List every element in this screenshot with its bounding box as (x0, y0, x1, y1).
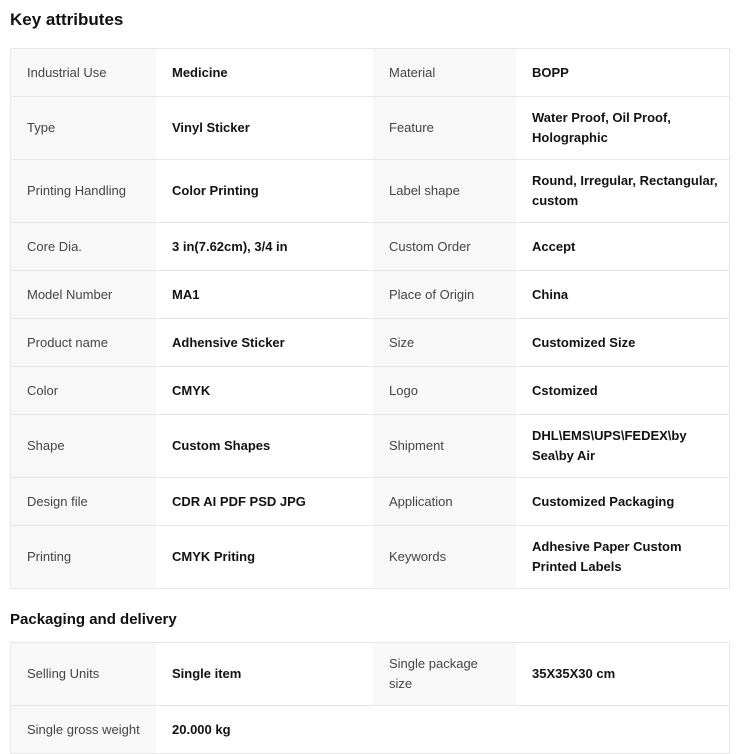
attr-label: Industrial Use (11, 49, 156, 96)
packaging-delivery-heading: Packaging and delivery (10, 611, 177, 628)
attr-value: Color Printing (156, 160, 373, 222)
attr-row: Printing Handling Color Printing Label s… (11, 159, 729, 222)
attr-value: Custom Shapes (156, 415, 373, 477)
attr-value: Medicine (156, 49, 373, 96)
attr-label: Single gross weight (11, 706, 156, 753)
attr-row: Printing CMYK Priting Keywords Adhesive … (11, 525, 729, 588)
attr-row: Model Number MA1 Place of Origin China (11, 270, 729, 318)
attr-value: 35X35X30 cm (516, 643, 729, 705)
attr-value: MA1 (156, 271, 373, 318)
attr-value: 20.000 kg (156, 706, 373, 753)
attr-value: 3 in(7.62cm), 3/4 in (156, 223, 373, 270)
attr-value: Round, Irregular, Rectangular, custom (516, 160, 729, 222)
attr-label: Design file (11, 478, 156, 525)
attr-row: Product name Adhensive Sticker Size Cust… (11, 318, 729, 366)
attr-label: Material (373, 49, 516, 96)
attr-value: Customized Size (516, 319, 729, 366)
attr-label: Model Number (11, 271, 156, 318)
attr-label: Custom Order (373, 223, 516, 270)
attr-label: Shape (11, 415, 156, 477)
attr-label: Logo (373, 367, 516, 414)
attr-row: Color CMYK Logo Cstomized (11, 366, 729, 414)
attr-row: Shape Custom Shapes Shipment DHL\EMS\UPS… (11, 414, 729, 477)
attr-label: Place of Origin (373, 271, 516, 318)
attr-value: Vinyl Sticker (156, 97, 373, 159)
product-attributes-page: Key attributes Industrial Use Medicine M… (10, 10, 730, 754)
attr-value: China (516, 271, 729, 318)
attr-label: Core Dia. (11, 223, 156, 270)
attr-value: DHL\EMS\UPS\FEDEX\by Sea\by Air (516, 415, 729, 477)
attr-row: Type Vinyl Sticker Feature Water Proof, … (11, 96, 729, 159)
attr-row: Selling Units Single item Single package… (11, 643, 729, 705)
attr-label: Keywords (373, 526, 516, 588)
attr-value: Cstomized (516, 367, 729, 414)
attr-label: Product name (11, 319, 156, 366)
attr-row: Industrial Use Medicine Material BOPP (11, 49, 729, 96)
attr-label: Printing (11, 526, 156, 588)
attr-row: Design file CDR AI PDF PSD JPG Applicati… (11, 477, 729, 525)
attr-value: Customized Packaging (516, 478, 729, 525)
attr-value: CMYK (156, 367, 373, 414)
attr-row: Core Dia. 3 in(7.62cm), 3/4 in Custom Or… (11, 222, 729, 270)
attr-value: Single item (156, 643, 373, 705)
attr-value: Accept (516, 223, 729, 270)
attr-label: Selling Units (11, 643, 156, 705)
attr-row: Single gross weight 20.000 kg (11, 705, 729, 753)
attr-label: Application (373, 478, 516, 525)
attr-label: Feature (373, 97, 516, 159)
attr-label: Shipment (373, 415, 516, 477)
key-attributes-heading: Key attributes (10, 10, 124, 29)
attr-label: Size (373, 319, 516, 366)
attr-value: CMYK Priting (156, 526, 373, 588)
attr-value: Water Proof, Oil Proof, Holographic (516, 97, 729, 159)
attr-label: Label shape (373, 160, 516, 222)
attr-label: Printing Handling (11, 160, 156, 222)
attr-value: Adhesive Paper Custom Printed Labels (516, 526, 729, 588)
attr-label: Single package size (373, 643, 516, 705)
attr-empty-cell (373, 706, 729, 753)
packaging-delivery-table: Selling Units Single item Single package… (10, 642, 730, 754)
attr-value: BOPP (516, 49, 729, 96)
attr-value: Adhensive Sticker (156, 319, 373, 366)
attr-label: Type (11, 97, 156, 159)
attr-value: CDR AI PDF PSD JPG (156, 478, 373, 525)
attr-label: Color (11, 367, 156, 414)
key-attributes-table: Industrial Use Medicine Material BOPP Ty… (10, 48, 730, 589)
